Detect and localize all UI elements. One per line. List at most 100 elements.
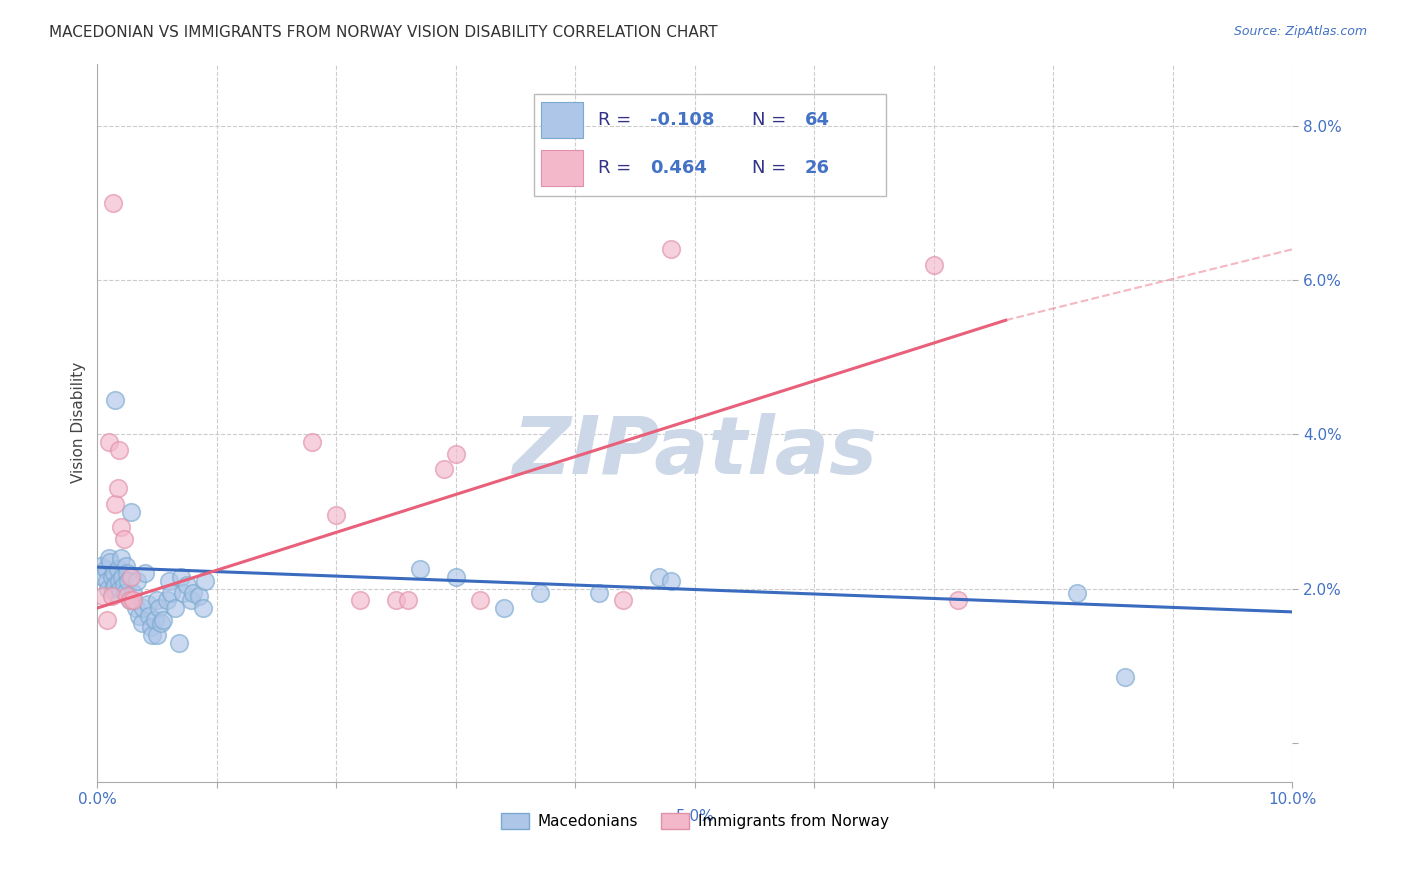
Point [349,593,371,607]
Point [107,482,129,496]
Point [1114,671,1136,685]
Point [96,613,118,627]
Point [120,505,142,519]
Point [176,578,198,592]
Bar [541,150,583,186]
Point [96,574,118,588]
Text: N =: N = [752,111,792,128]
Point [149,616,172,631]
Point [194,574,217,588]
Point [124,601,146,615]
Point [91,590,114,604]
Point [396,593,419,607]
Point [143,613,166,627]
Point [108,442,131,457]
Point [101,582,124,596]
Point [110,550,132,565]
Point [156,593,179,607]
Point [114,585,136,599]
Point [180,593,202,607]
Point [132,601,155,615]
Point [97,582,120,596]
Point [152,613,174,627]
Point [111,570,134,584]
Point [136,597,159,611]
Point [946,593,969,607]
Point [146,593,169,607]
Text: N =: N = [752,159,792,177]
Point [98,435,121,450]
Point [134,566,156,581]
Point [125,574,148,588]
Point [160,585,183,599]
Point [98,550,121,565]
Point [468,593,491,607]
Point [659,574,682,588]
Point [148,601,170,615]
Point [120,570,142,584]
Point [104,578,127,592]
Point [90,558,112,573]
Point [444,447,467,461]
Point [146,628,169,642]
Point [104,392,127,407]
Point [325,508,347,523]
Point [115,590,138,604]
Text: R =: R = [598,111,637,128]
Point [131,616,153,631]
Point [100,590,122,604]
Point [128,608,150,623]
Text: -0.108: -0.108 [650,111,714,128]
Point [115,558,138,573]
Point [105,585,128,599]
Point [141,628,163,642]
Point [612,593,634,607]
Point [110,520,132,534]
Point [187,590,209,604]
Point [108,574,131,588]
Legend: Macedonians, Immigrants from Norway: Macedonians, Immigrants from Norway [495,806,894,835]
Point [163,601,186,615]
Text: ZIPatlas: ZIPatlas [512,413,877,491]
Point [385,593,408,607]
Point [94,562,117,576]
Text: 0.464: 0.464 [650,159,707,177]
Point [157,574,180,588]
Point [118,593,141,607]
Text: 64: 64 [804,111,830,128]
Point [170,570,193,584]
Point [122,593,145,607]
Point [100,555,122,569]
Point [409,562,432,576]
Point [659,242,682,256]
Text: Source: ZipAtlas.com: Source: ZipAtlas.com [1233,25,1367,38]
Point [112,578,135,592]
Point [117,574,139,588]
Point [139,620,162,634]
Point [301,435,323,450]
Point [118,593,141,607]
Bar [541,102,583,137]
Point [108,582,131,596]
Point [444,570,467,584]
Text: R =: R = [598,159,637,177]
Point [138,608,160,623]
Point [91,570,114,584]
Point [1066,585,1088,599]
Point [112,532,135,546]
Y-axis label: Vision Disability: Vision Disability [72,362,86,483]
Point [167,636,190,650]
Point [115,566,138,581]
Point [191,601,214,615]
Point [492,601,515,615]
Point [588,585,610,599]
Point [122,585,145,599]
Point [100,570,122,584]
Text: 26: 26 [804,159,830,177]
Point [648,570,671,584]
Point [172,585,194,599]
Point [529,585,551,599]
Text: 5.0%: 5.0% [675,809,714,824]
Point [433,462,456,476]
Point [103,566,125,581]
